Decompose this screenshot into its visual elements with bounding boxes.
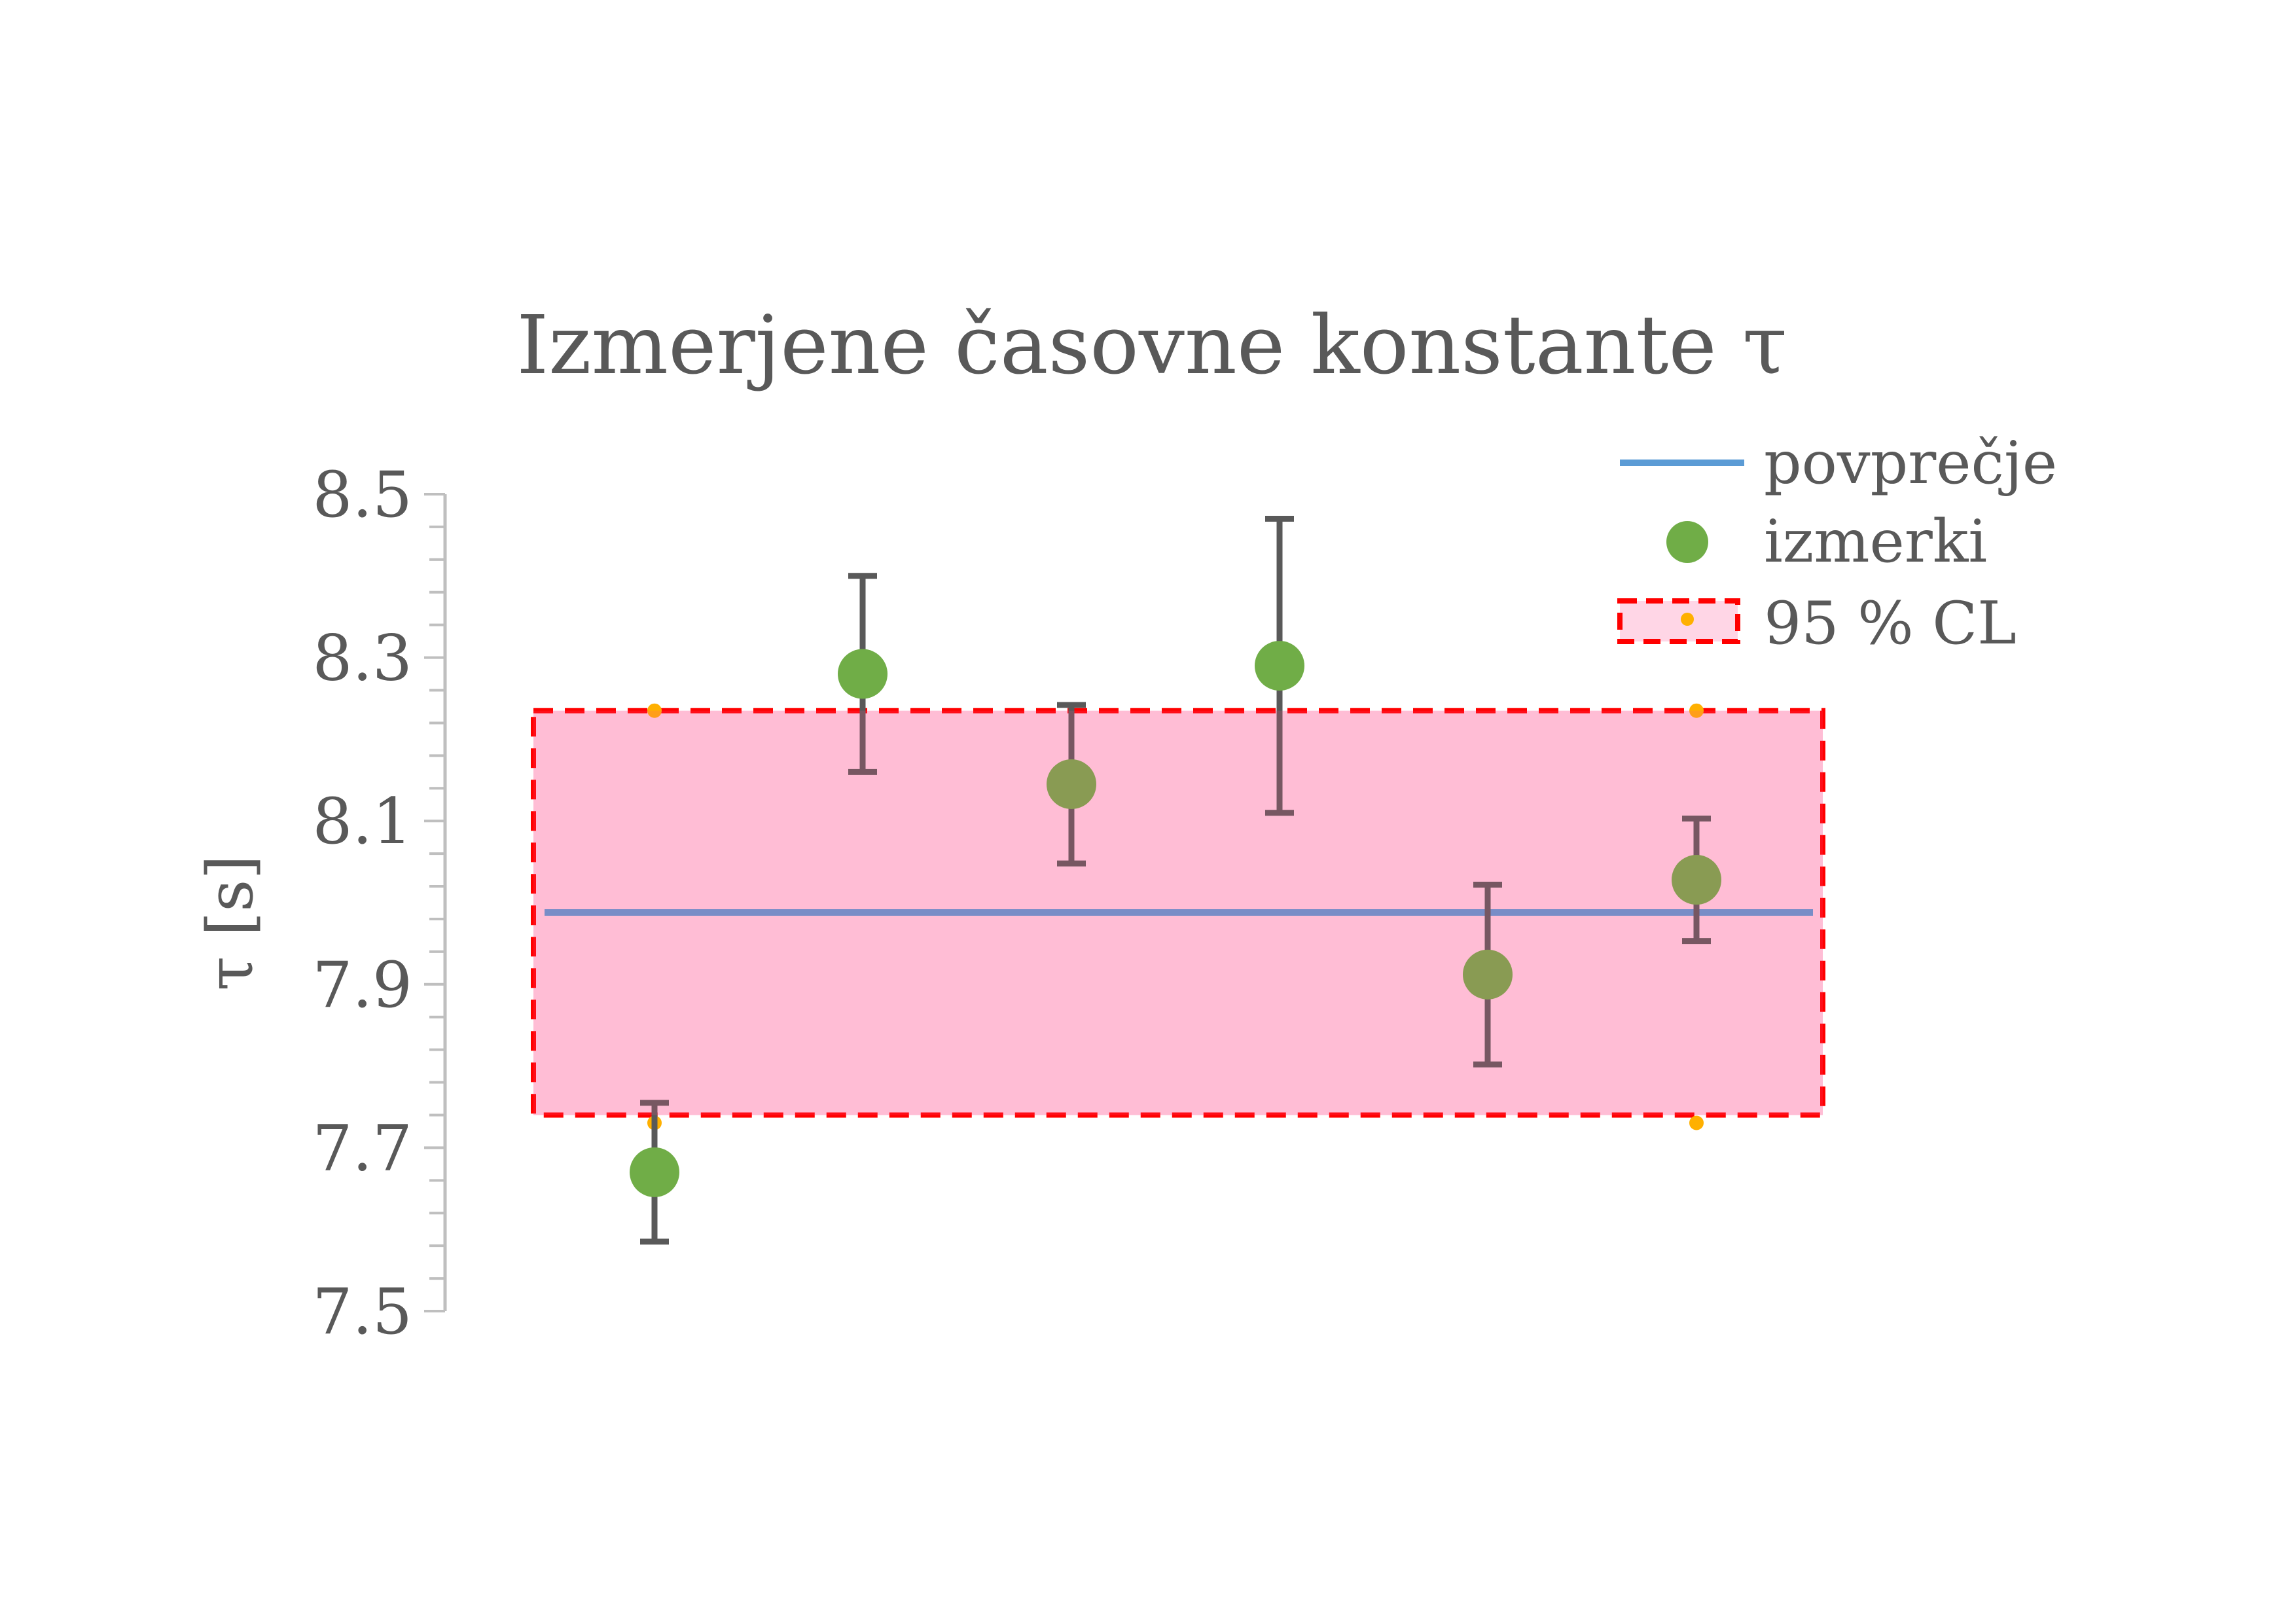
confidence-band-tint: [533, 710, 1823, 1115]
y-tick-label: 8.3: [312, 622, 412, 695]
y-tick-label: 7.9: [312, 948, 412, 1022]
y-tick-label: 8.1: [312, 785, 412, 858]
chart-title: Izmerjene časovne konstante τ: [516, 298, 1787, 393]
legend-label-mean: povprečje: [1764, 429, 2057, 497]
legend-band-swatch: [1617, 598, 1740, 644]
measurement-point: [1672, 855, 1721, 905]
measurement-point: [1463, 949, 1513, 1000]
y-axis-title: τ [s]: [194, 855, 267, 991]
measurement-point: [1255, 641, 1304, 691]
y-tick-label: 8.5: [312, 458, 412, 532]
upper-limit-marker: [1689, 703, 1704, 718]
measurement-point: [1047, 759, 1096, 810]
legend: povprečje izmerki 95 % CL: [1617, 429, 2057, 658]
measurement-point: [838, 649, 888, 699]
upper-limit-marker: [647, 703, 662, 718]
measurements: [533, 515, 1823, 1245]
y-tick-label: 7.7: [312, 1111, 412, 1185]
y-axis: 7.5 7.7 7.9 8.1 8.3 8.5: [312, 458, 447, 1348]
legend-point-swatch: [1666, 521, 1708, 563]
lower-limit-marker: [1689, 1115, 1704, 1130]
legend-band-marker: [1681, 613, 1694, 626]
legend-label-band: 95 % CL: [1764, 589, 2017, 658]
legend-label-points: izmerki: [1764, 507, 1987, 576]
y-tick-label: 7.5: [312, 1275, 412, 1348]
measurement-point: [630, 1147, 679, 1197]
